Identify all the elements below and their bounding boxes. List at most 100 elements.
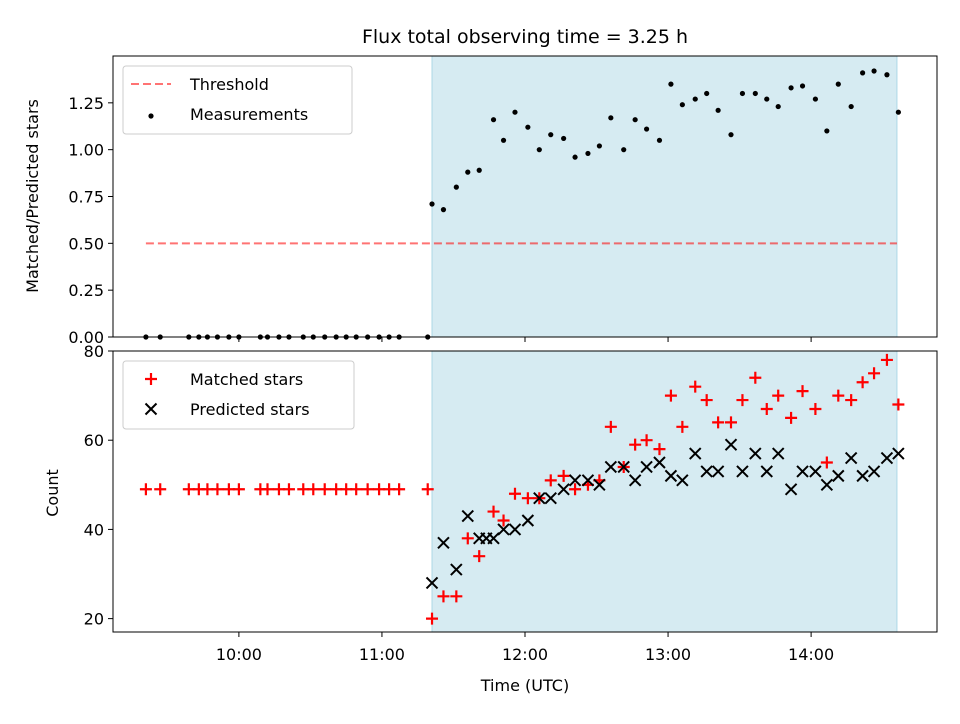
- predicted-star-point: [820, 478, 834, 492]
- x-tick-label: 12:00: [502, 645, 548, 664]
- bottom-y-tick-label: 20: [84, 610, 104, 629]
- predicted-star-point: [568, 474, 582, 487]
- bottom-y-tick-label: 60: [84, 431, 104, 450]
- predicted-star-point: [628, 474, 642, 487]
- measurement-point: [525, 124, 531, 130]
- predicted-star-point: [497, 523, 510, 536]
- predicted-star-point: [533, 491, 546, 505]
- x-axis-label: Time (UTC): [480, 676, 569, 695]
- predicted-star-point: [809, 465, 822, 478]
- predicted-star-point: [856, 469, 869, 483]
- matched-star-point: [820, 456, 833, 469]
- predicted-star-point: [880, 451, 894, 465]
- predicted-star-point: [653, 456, 666, 469]
- predicted-star-point: [736, 465, 749, 478]
- matched-star-point: [700, 394, 713, 407]
- top-y-tick-label: 1.25: [68, 94, 104, 113]
- matched-star-point: [383, 483, 396, 496]
- legend-predicted-swatch: [144, 402, 158, 416]
- matched-star-point: [629, 438, 642, 451]
- top-y-tick-label: 0.25: [68, 281, 104, 300]
- measurement-point: [871, 68, 877, 74]
- x-tick-label: 11:00: [359, 645, 405, 664]
- measurement-point: [476, 167, 482, 173]
- legend-label: Matched stars: [190, 370, 303, 389]
- predicted-star-point: [700, 465, 713, 478]
- bottom-legend-box: [122, 360, 355, 430]
- predicted-star-point: [832, 469, 845, 483]
- matched-star-point: [749, 371, 762, 384]
- measurement-point: [715, 107, 721, 113]
- legend-matched-swatch: [145, 373, 157, 385]
- matched-star-point: [497, 514, 510, 527]
- measurement-point: [608, 115, 614, 121]
- matched-star-point: [544, 474, 557, 487]
- predicted-star-point: [760, 465, 773, 478]
- predicted-star-point: [557, 483, 570, 496]
- top-legend-box: [122, 65, 353, 135]
- x-tick-label: 14:00: [788, 645, 834, 664]
- top-y-tick-label: 0.75: [68, 188, 104, 207]
- matched-star-point: [340, 483, 353, 496]
- bottom-observing-span: [431, 350, 898, 633]
- legend-label: Threshold: [189, 75, 269, 94]
- measurement-point: [788, 85, 794, 91]
- matched-star-point: [521, 492, 534, 505]
- predicted-star-point: [487, 532, 500, 545]
- predicted-star-point: [450, 563, 463, 576]
- measurement-point: [643, 126, 650, 132]
- matched-star-point: [760, 402, 773, 415]
- measurement-point: [692, 96, 698, 102]
- predicted-star-point: [664, 469, 678, 483]
- x-tick-label: 10:00: [216, 645, 262, 664]
- measurement-point: [835, 81, 841, 87]
- legend-measurement-swatch: [148, 113, 154, 119]
- predicted-star-point: [867, 465, 881, 478]
- bottom-series-matched-stars: [139, 353, 905, 625]
- predicted-star-point: [544, 491, 557, 505]
- top-y-axis-label: Matched/Predicted stars: [23, 99, 42, 293]
- predicted-star-point: [892, 447, 905, 460]
- matched-star-point: [892, 398, 905, 411]
- matched-star-point: [856, 376, 869, 389]
- top-y-tick-label: 0.00: [68, 328, 104, 347]
- predicted-star-point: [581, 474, 595, 487]
- measurement-point: [429, 201, 435, 207]
- measurement-point: [812, 96, 819, 102]
- matched-star-point: [350, 483, 363, 496]
- measurement-point: [453, 184, 459, 190]
- predicted-star-point: [521, 514, 535, 527]
- matched-star-point: [307, 483, 320, 496]
- predicted-star-point: [425, 576, 439, 590]
- predicted-star-point: [796, 465, 809, 478]
- predicted-star-point: [593, 478, 606, 492]
- matched-star-point: [689, 380, 702, 393]
- matched-star-point: [653, 443, 666, 456]
- bottom-panel: 20 40 60 80 10:00 11:00 12:00 13:00 14:00 Matched…: [84, 342, 938, 664]
- matched-star-point: [450, 590, 463, 603]
- measurement-point: [895, 109, 901, 115]
- measurement-point: [632, 117, 638, 123]
- matched-star-point: [712, 416, 725, 429]
- top-observing-span: [431, 55, 898, 338]
- x-tick-label: 13:00: [645, 645, 691, 664]
- measurement-point: [621, 147, 627, 153]
- measurement-point: [884, 72, 890, 78]
- bottom-y-tick-label: 80: [84, 342, 104, 361]
- measurement-point: [465, 169, 471, 175]
- matched-star-point: [154, 483, 167, 496]
- matched-star-point: [461, 532, 474, 545]
- matched-star-point: [676, 420, 689, 433]
- matched-star-point: [868, 367, 881, 380]
- legend-label: Predicted stars: [190, 400, 310, 419]
- measurement-point: [739, 90, 746, 97]
- measurement-point: [764, 96, 770, 102]
- top-y-tick-label: 1.00: [68, 141, 104, 160]
- predicted-star-point: [689, 447, 702, 460]
- bottom-legend: Matched stars Predicted stars: [122, 360, 355, 430]
- bottom-y-tick-label: 40: [84, 520, 104, 539]
- predicted-star-point: [711, 465, 725, 478]
- matched-star-point: [725, 416, 737, 429]
- top-panel: 0.00 0.25 0.50 0.75 1.00 1.25 Threshold Measure…: [68, 55, 938, 347]
